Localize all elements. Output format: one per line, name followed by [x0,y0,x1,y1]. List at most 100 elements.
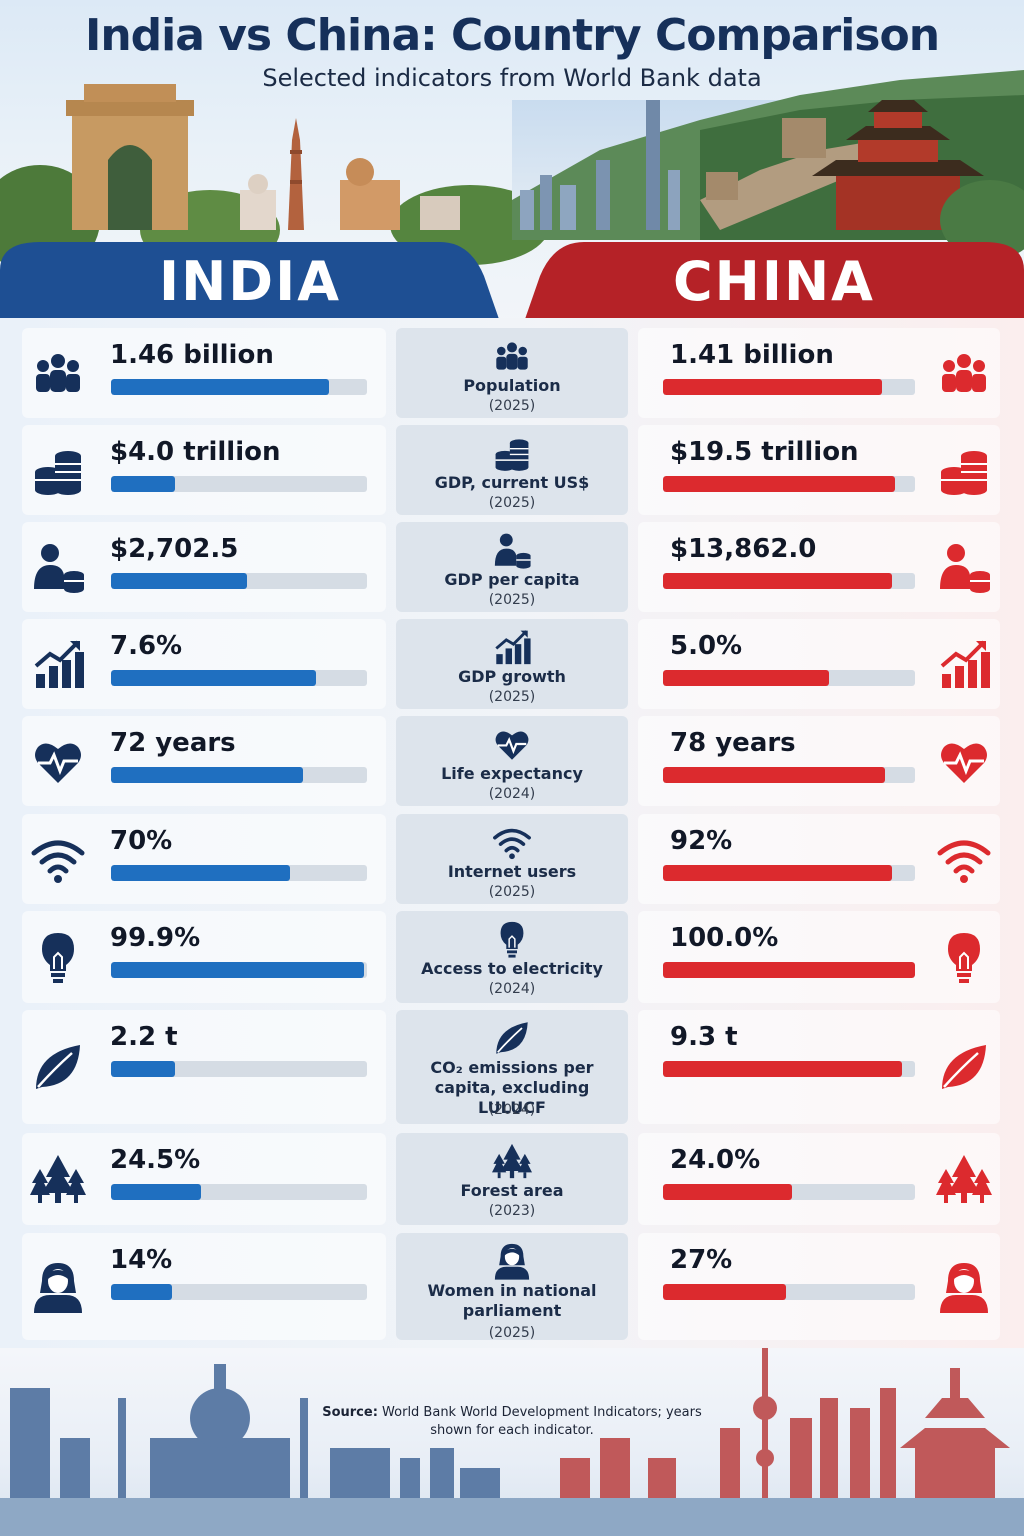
india-value: $2,702.5 [110,534,239,564]
china-bar-track [663,670,915,686]
india-bar [111,1184,201,1200]
china-bar [663,573,892,589]
india-skyline [10,1364,500,1498]
india-cell: $4.0 trillion [22,425,386,515]
china-label: CHINA [673,250,875,313]
china-value: 9.3 t [670,1022,738,1052]
wifi-icon [492,822,532,862]
china-cell: $13,862.0 [638,522,1000,612]
header-scenery [0,70,1024,275]
indicator-row: 1.46 billion Population (2025) 1.41 billi… [0,328,1024,418]
china-bar [663,1061,902,1077]
indicator-row: 2.2 t CO₂ emissions per capita, excludin… [0,1010,1024,1124]
trees-icon [30,1151,86,1207]
india-bar-track [111,767,367,783]
indicator-label-cell: GDP growth (2025) [396,619,628,709]
china-cell: $19.5 trillion [638,425,1000,515]
china-cell: 78 years [638,716,1000,806]
india-value: $4.0 trillion [110,437,281,467]
indicator-name: Women in national parliament [427,1281,597,1320]
person-coins-icon [30,539,86,595]
india-bar-track [111,476,367,492]
india-cell: 7.6% [22,619,386,709]
indicator-label-cell: CO₂ emissions per capita, excluding LULU… [396,1010,628,1124]
wifi-icon [30,831,86,887]
india-bar-track [111,379,367,395]
china-value: 5.0% [670,631,743,661]
china-tab [524,242,1024,322]
india-cell: 1.46 billion [22,328,386,418]
india-label: INDIA [159,250,341,313]
india-bar-track [111,1061,367,1077]
people-icon [492,336,532,376]
china-cell: 5.0% [638,619,1000,709]
china-value: 78 years [670,728,796,758]
india-cell: 72 years [22,716,386,806]
woman-icon [492,1241,532,1281]
comparison-area: 1.46 billion Population (2025) 1.41 billi… [0,318,1024,1348]
footer: Source: World Bank World Development Ind… [0,1348,1024,1536]
indicator-name: Internet users [447,862,577,881]
india-cell: 70% [22,814,386,904]
page-subtitle: Selected indicators from World Bank data [262,64,762,92]
china-bar-track [663,767,915,783]
china-cell: 100.0% [638,911,1000,1003]
china-bar [663,379,882,395]
india-bar-track [111,670,367,686]
footer-skyline [0,1348,1024,1536]
woman-icon [936,1259,992,1315]
china-cell: 92% [638,814,1000,904]
india-bar [111,1284,172,1300]
china-bar-track [663,476,915,492]
indicator-year: (2025) [488,689,536,705]
indicator-name: Forest area [460,1181,564,1200]
india-cell: 14% [22,1233,386,1340]
indicator-name: GDP, current US$ [434,473,590,492]
indicator-row: 7.6% GDP growth (2025) 5.0% [0,619,1024,709]
china-cell: 1.41 billion [638,328,1000,418]
india-bar [111,962,364,978]
source-text: World Bank World Development Indicators;… [382,1405,702,1438]
country-tabs [0,242,1024,322]
person-coins-icon [936,539,992,595]
heart-pulse-icon [30,733,86,789]
china-value: 100.0% [670,923,779,953]
india-bar-track [111,865,367,881]
indicator-name: Access to electricity [421,959,603,978]
india-bar [111,573,247,589]
india-bar [111,379,329,395]
trees-icon [936,1151,992,1207]
water [0,1498,1024,1536]
indicator-label-cell: Life expectancy (2024) [396,716,628,806]
india-value: 24.5% [110,1145,201,1175]
china-value: 24.0% [670,1145,761,1175]
china-bar [663,1284,786,1300]
china-bar-track [663,1284,915,1300]
leaf-icon [492,1018,532,1058]
china-bar-track [663,1184,915,1200]
indicator-year: (2025) [488,884,536,900]
indicator-label-cell: Access to electricity (2024) [396,911,628,1003]
indicator-label-cell: Internet users (2025) [396,814,628,904]
indicator-name: Life expectancy [441,764,583,783]
coins-icon [492,433,532,473]
coins-icon [30,442,86,498]
person-coins-icon [492,530,532,570]
china-bar [663,670,829,686]
growth-chart-icon [492,627,532,667]
indicator-label-cell: GDP, current US$ (2025) [396,425,628,515]
source-note: Source: World Bank World Development Ind… [312,1404,712,1440]
china-bar [663,865,892,881]
indicator-year: (2025) [488,495,536,511]
china-cell: 24.0% [638,1133,1000,1225]
china-bar [663,476,895,492]
woman-icon [30,1259,86,1315]
indicator-year: (2023) [488,1203,536,1219]
china-bar [663,962,915,978]
indicator-year: (2025) [488,398,536,414]
lightbulb-icon [936,929,992,985]
india-bar-track [111,1284,367,1300]
indicator-label-cell: Women in national parliament (2025) [396,1233,628,1341]
lightbulb-icon [30,929,86,985]
india-bar [111,1061,175,1077]
